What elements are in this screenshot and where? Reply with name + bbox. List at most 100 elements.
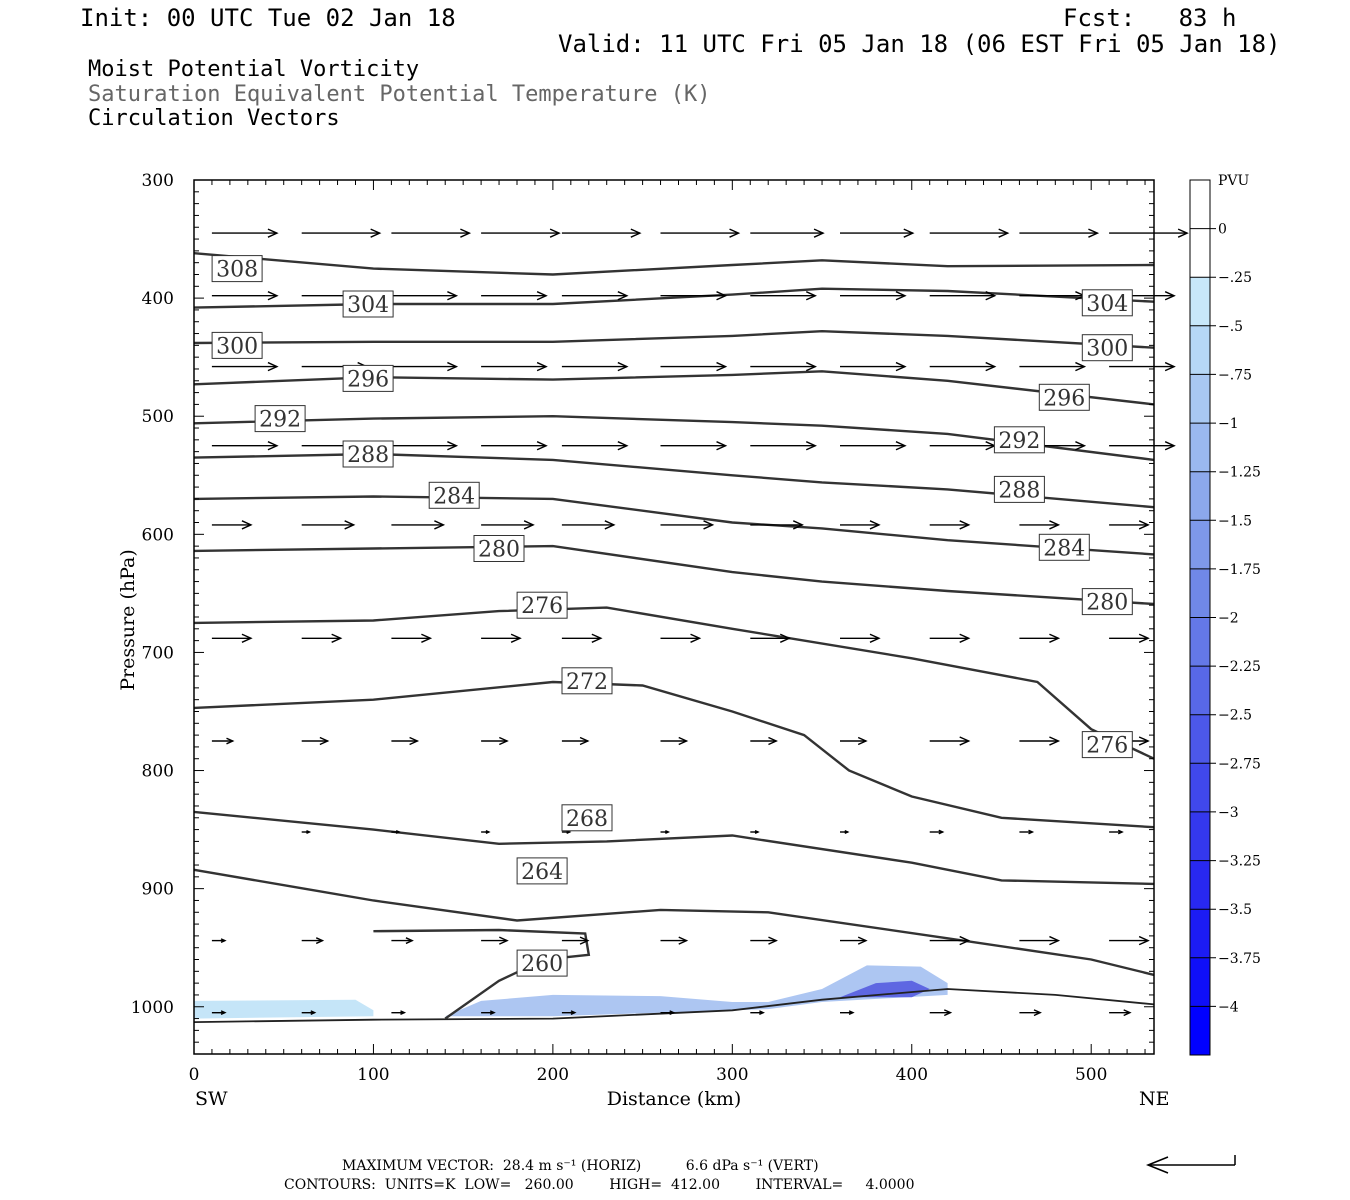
vector-head — [579, 936, 590, 945]
circulation-vector — [391, 829, 401, 834]
circulation-vector — [1109, 1009, 1132, 1017]
circulation-vector — [660, 441, 728, 451]
vector-head — [395, 829, 401, 834]
vector-head — [759, 1010, 765, 1016]
forecast-hour: Fcst: 83 h — [1063, 4, 1237, 32]
contour-label-text: 276 — [1086, 734, 1128, 759]
mpv-shading-layer — [194, 965, 948, 1019]
colorbar-swatch — [1190, 763, 1210, 813]
vector-head — [669, 1010, 676, 1016]
vector-head — [943, 1009, 953, 1017]
contour-label-text: 292 — [998, 429, 1040, 454]
vector-head — [716, 291, 728, 301]
circulation-vector — [840, 228, 915, 238]
vector-head — [938, 829, 945, 835]
colorbar-tick-label: −1.25 — [1218, 465, 1261, 481]
contour-label-box — [428, 481, 480, 509]
vector-head — [959, 935, 971, 946]
contour-label-text: 288 — [998, 478, 1040, 503]
y-tick-label: 800 — [142, 762, 174, 782]
circulation-vector — [301, 736, 330, 746]
contour-label-box — [342, 440, 394, 468]
circulation-vector — [211, 633, 253, 643]
contour-label: 300 — [1081, 334, 1133, 362]
circulation-vector — [211, 737, 235, 745]
vector-head — [499, 736, 509, 746]
circulation-vector — [840, 936, 868, 945]
contour-label-text: 272 — [566, 670, 608, 695]
vector-head — [604, 520, 616, 530]
colorbar-tick-label: −2.75 — [1218, 756, 1261, 772]
contour-label-text: 276 — [521, 594, 563, 619]
contour-label-text: 268 — [566, 807, 608, 832]
circulation-vector — [211, 1010, 227, 1016]
contour-label-box — [254, 405, 306, 433]
vector-head — [959, 520, 971, 530]
field-title-mpv: Moist Potential Vorticity — [88, 57, 420, 82]
circulation-vector — [561, 441, 629, 451]
colorbar-swatch — [1190, 714, 1210, 764]
theta-es-contour-308 — [193, 252, 1155, 276]
circulation-vector — [660, 228, 741, 238]
colorbar-tick-label: 0 — [1218, 222, 1227, 238]
circulation-vector — [660, 736, 689, 746]
circulation-vector — [840, 736, 868, 746]
colorbar-title: PVU — [1218, 173, 1250, 189]
max-vector-note: MAXIMUM VECTOR: 28.4 m s⁻¹ (HORIZ) 6.6 d… — [342, 1158, 819, 1174]
contour-label: 276 — [1081, 731, 1133, 759]
circulation-vector — [391, 736, 420, 746]
theta-es-contour-276 — [193, 606, 1155, 760]
vector-head — [895, 291, 907, 301]
vector-head — [703, 520, 715, 530]
theta-es-contour-268 — [193, 810, 1155, 886]
theta-es-contour-304 — [193, 287, 1155, 309]
circulation-vector — [391, 228, 472, 238]
vector-head — [267, 291, 279, 301]
circulation-vector — [660, 291, 728, 301]
circulation-vector — [929, 520, 971, 530]
surface-pressure-line — [193, 988, 1155, 1023]
colorbar-tick-label: −2.25 — [1218, 659, 1261, 675]
vector-head — [617, 361, 629, 372]
circulation-vector — [561, 520, 616, 530]
vector-head — [549, 228, 561, 238]
vector-head — [1138, 633, 1150, 643]
circulation-vector — [561, 736, 590, 746]
circulation-vector — [211, 520, 253, 530]
contour-label: 292 — [254, 405, 306, 433]
circulation-vector — [481, 936, 509, 945]
contour-label: 304 — [1081, 289, 1133, 317]
vector-head — [844, 829, 850, 834]
x-tick-label: 200 — [537, 1065, 569, 1085]
vector-head — [805, 291, 817, 301]
vector-head — [985, 291, 997, 301]
contour-label-text: 280 — [1086, 591, 1128, 616]
contour-label-text: 292 — [259, 408, 301, 433]
contour-label-text: 264 — [521, 860, 563, 885]
circulation-vector — [929, 441, 997, 451]
vector-head — [716, 361, 728, 372]
circulation-vector — [750, 520, 804, 530]
vector-head — [857, 936, 868, 945]
vector-head — [220, 938, 227, 944]
circulation-vector — [561, 1010, 577, 1016]
circulation-vector — [1019, 228, 1100, 238]
circulation-vector — [660, 1010, 676, 1016]
vector-head — [344, 520, 356, 530]
vector-head — [1164, 361, 1176, 372]
circulation-vector — [660, 520, 715, 530]
valid-time: Valid: 11 UTC Fri 05 Jan 18 (06 EST Fri … — [558, 30, 1281, 58]
contour-label-text: 280 — [478, 538, 520, 563]
contours-note: CONTOURS: UNITS=K LOW= 260.00 HIGH= 412.… — [284, 1177, 915, 1193]
contour-label-box — [1081, 289, 1133, 317]
vector-head — [226, 737, 235, 745]
vector-head — [1049, 736, 1061, 746]
circulation-vector — [660, 633, 702, 643]
contour-label-box — [211, 331, 263, 359]
contour-label-box — [516, 949, 568, 977]
vector-head — [630, 228, 642, 238]
circulation-vector — [391, 520, 446, 530]
circulation-vector — [481, 1010, 496, 1016]
colorbar-tick-label: −2 — [1218, 611, 1239, 627]
